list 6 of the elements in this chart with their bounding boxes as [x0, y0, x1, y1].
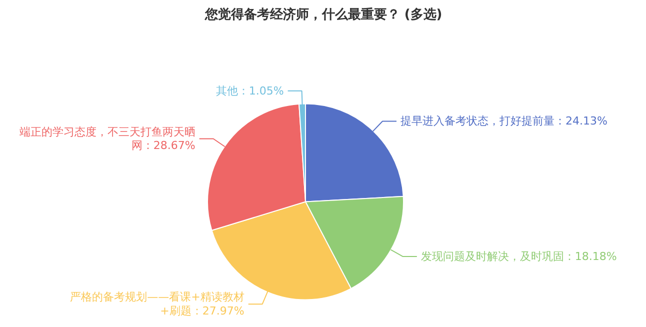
chart-title: 您觉得备考经济师，什么最重要？ (多选) — [204, 6, 442, 22]
slice-label: 提早进入备考状态，打好提前量：24.13% — [400, 114, 608, 128]
slice-label: 其他：1.05% — [216, 84, 284, 98]
slice-label: 端正的学习态度，不三天打鱼两天晒网：28.67% — [19, 125, 196, 152]
slice-label: 严格的备考规划——看课+精读教材+刷题：27.97% — [70, 290, 244, 318]
slice-label: 发现问题及时解决，及时巩固：18.18% — [420, 250, 617, 264]
